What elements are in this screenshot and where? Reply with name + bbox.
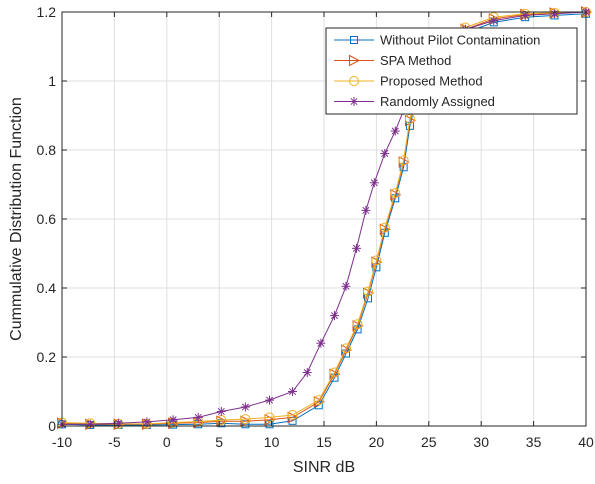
legend-entry: Proposed Method xyxy=(334,74,483,89)
data-point-asterisk xyxy=(288,387,298,396)
x-tick-label: 0 xyxy=(163,434,171,450)
x-tick-label: 35 xyxy=(526,434,542,450)
data-point-asterisk xyxy=(351,243,361,253)
data-point-asterisk xyxy=(193,412,203,422)
data-point-asterisk xyxy=(265,395,275,405)
data-point-asterisk xyxy=(361,205,371,215)
data-point-circle xyxy=(240,414,251,425)
data-point-square xyxy=(364,294,373,303)
data-point-circle xyxy=(329,367,340,378)
data-point-asterisk xyxy=(142,417,152,427)
x-tick-label: 20 xyxy=(369,434,385,450)
data-point-asterisk xyxy=(369,178,379,188)
data-point-circle xyxy=(264,412,275,423)
x-axis-label: SINR dB xyxy=(293,459,355,476)
y-tick-label: 1.2 xyxy=(37,4,57,20)
legend-entry: Without Pilot Contamination xyxy=(334,33,540,48)
x-tick-label: 5 xyxy=(215,434,223,450)
data-point-circle xyxy=(398,155,409,166)
y-tick-label: 1 xyxy=(48,73,56,89)
data-point-circle xyxy=(287,409,298,420)
data-point-asterisk xyxy=(550,9,560,19)
data-point-asterisk xyxy=(168,415,178,425)
data-point-asterisk xyxy=(316,338,326,348)
x-tick-label: 15 xyxy=(316,434,332,450)
y-tick-label: 0.2 xyxy=(37,349,57,365)
data-point-circle xyxy=(363,286,374,297)
x-tick-label: 40 xyxy=(578,434,594,450)
data-point-asterisk xyxy=(489,16,499,26)
data-point-circle xyxy=(313,395,324,406)
data-point-circle xyxy=(390,188,401,199)
x-tick-label: -5 xyxy=(108,434,121,450)
data-point-asterisk xyxy=(302,368,312,378)
ticks: -10 -5 0 5 10 15 20 25 30 35 40 0 0.2 0.4 0.6 0.8 1 1.2 xyxy=(37,4,594,450)
legend: Without Pilot Contamination SPA Method Pro… xyxy=(325,27,578,115)
data-point-asterisk xyxy=(380,148,390,158)
triangle-marker xyxy=(349,54,361,67)
series-3 xyxy=(57,7,591,429)
data-point-circle xyxy=(371,255,382,266)
data-point-circle xyxy=(352,319,363,330)
circle-marker xyxy=(349,76,359,86)
y-tick-label: 0.6 xyxy=(37,211,57,227)
square-marker xyxy=(350,36,358,44)
y-axis-label: Cummulative Distribution Function xyxy=(8,97,25,341)
legend-entry: Randomly Assigned xyxy=(334,94,495,109)
legend-label: Proposed Method xyxy=(380,74,483,89)
data-point-asterisk xyxy=(85,419,95,429)
data-point-circle xyxy=(341,343,352,354)
y-tick-label: 0 xyxy=(48,418,56,434)
data-point-asterisk xyxy=(341,281,351,291)
legend-label: Without Pilot Contamination xyxy=(380,33,540,48)
x-tick-label: 10 xyxy=(264,434,280,450)
data-point-asterisk xyxy=(329,311,339,321)
y-tick-label: 0.8 xyxy=(37,142,57,158)
data-point-circle xyxy=(379,222,390,233)
legend-label: Randomly Assigned xyxy=(380,94,495,109)
x-tick-label: 30 xyxy=(473,434,489,450)
legend-label: SPA Method xyxy=(380,53,451,68)
data-point-asterisk xyxy=(390,126,400,136)
y-tick-label: 0.4 xyxy=(37,280,57,296)
x-tick-label: -10 xyxy=(52,434,72,450)
legend-entry: SPA Method xyxy=(334,53,451,68)
asterisk-marker xyxy=(349,97,359,106)
data-point-asterisk xyxy=(216,407,226,417)
x-tick-label: 25 xyxy=(421,434,437,450)
data-point-asterisk xyxy=(240,402,250,412)
legend-box xyxy=(325,27,578,115)
